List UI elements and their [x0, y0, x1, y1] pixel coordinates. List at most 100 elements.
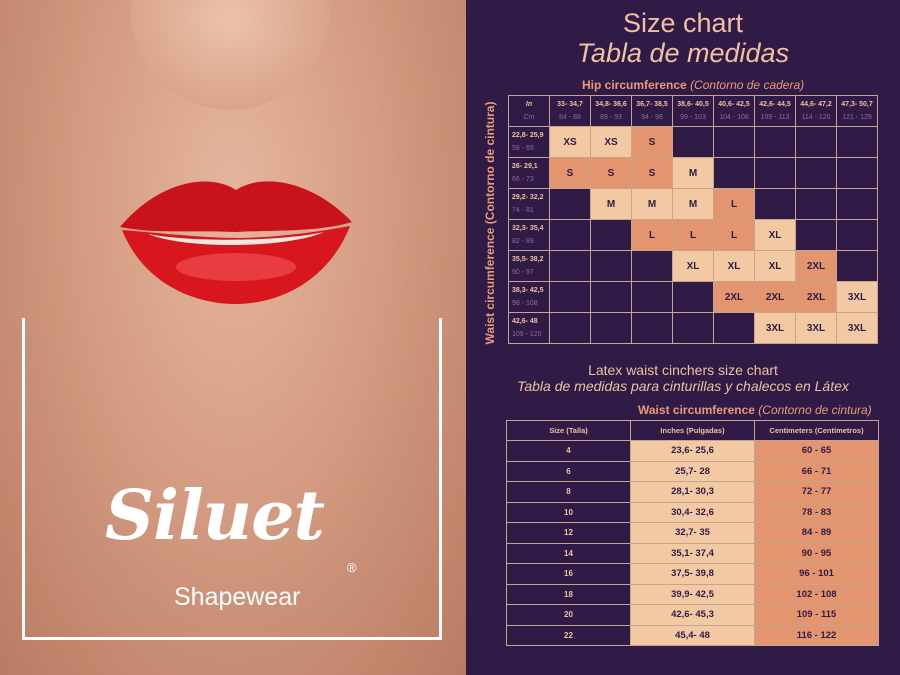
size-cell: 3XL	[836, 312, 878, 344]
inches-cell: 37,5- 39,8	[630, 563, 755, 585]
size-cell	[795, 188, 837, 220]
hip-cm: 121 - 129	[842, 114, 872, 121]
table-row: 6 25,7- 28 66 - 71	[506, 460, 879, 482]
hip-in: 34,8- 36,6	[595, 101, 627, 108]
size-cell	[631, 281, 673, 313]
registered-mark: ®	[347, 560, 357, 575]
size-cell: S	[631, 157, 673, 189]
size-cell	[836, 188, 878, 220]
cm-cell: 90 - 95	[754, 542, 879, 564]
size-cell	[713, 157, 755, 189]
latex-waist-label: Waist circumference (Contorno de cintura…	[638, 403, 872, 417]
size-cell	[590, 312, 632, 344]
size-cell	[795, 157, 837, 189]
column-header: Size (Talla)	[506, 420, 631, 441]
title-en: Size chart	[622, 8, 744, 38]
unit-cm: Cm	[523, 114, 535, 121]
size-chart-title: Size chart Tabla de medidas	[466, 8, 900, 68]
header-row: In Cm 33- 34,7 84 - 88 34,8- 36,6 89 - 93 36,7…	[508, 95, 878, 127]
size-cell: M	[672, 157, 714, 189]
hip-cm: 84 - 88	[559, 114, 581, 121]
table-row: 14 35,1- 37,4 90 - 95	[506, 542, 879, 564]
waist-cm: 109 - 120	[512, 331, 542, 338]
size-cell	[836, 219, 878, 251]
size-cell: 12	[506, 522, 631, 544]
table-row: 8 28,1- 30,3 72 - 77	[506, 481, 879, 503]
column-header: Centimeters (Centímetros)	[754, 420, 879, 441]
waist-in: 38,3- 42,5	[512, 287, 544, 294]
table-row: 20 42,6- 45,3 109 - 115	[506, 604, 879, 626]
hip-col-header: 38,6- 40,5 99 - 103	[672, 95, 714, 127]
hip-in: 42,6- 44,5	[759, 101, 791, 108]
column-header: Inches (Pulgadas)	[630, 420, 755, 441]
size-cell: L	[713, 219, 755, 251]
size-cell: 18	[506, 583, 631, 605]
table-row: 18 39,9- 42,5 102 - 108	[506, 583, 879, 605]
hip-col-header: 40,6- 42,5 104 - 108	[713, 95, 755, 127]
latex-waist-label-es: (Contorno de cintura)	[758, 403, 872, 417]
waist-in: 22,8- 25,9	[512, 132, 544, 139]
size-cell	[754, 126, 796, 158]
size-cell: L	[672, 219, 714, 251]
red-lips	[120, 181, 352, 304]
size-cell: L	[713, 188, 755, 220]
inches-cell: 45,4- 48	[630, 624, 755, 646]
size-cell	[754, 157, 796, 189]
waist-row-header: 22,8- 25,9 58 - 65	[508, 126, 550, 158]
waist-cm: 66 - 73	[512, 176, 534, 183]
size-cell: 2XL	[795, 281, 837, 313]
size-cell: 3XL	[795, 312, 837, 344]
table-row: 12 32,7- 35 84 - 89	[506, 522, 879, 544]
table-row: 22,8- 25,9 58 - 65 XS XS S	[508, 126, 878, 158]
waist-row-header: 29,2- 32,2 74 - 81	[508, 188, 550, 220]
hip-cm: 89 - 93	[600, 114, 622, 121]
hip-col-header: 44,6- 47,2 114 - 120	[795, 95, 837, 127]
size-cell	[549, 250, 591, 282]
table-row: 35,5- 38,2 90 - 97 XL XL XL 2XL	[508, 250, 878, 282]
hip-cm: 94 - 98	[641, 114, 663, 121]
size-cell: 6	[506, 460, 631, 482]
size-cell: S	[549, 157, 591, 189]
size-cell: M	[672, 188, 714, 220]
size-cell: S	[590, 157, 632, 189]
cm-cell: 96 - 101	[754, 563, 879, 585]
hip-in: 33- 34,7	[557, 101, 583, 108]
waist-row-header: 32,3- 35,4 82 - 89	[508, 219, 550, 251]
cm-cell: 60 - 65	[754, 440, 879, 462]
inches-cell: 35,1- 37,4	[630, 542, 755, 564]
waist-row-header: 38,3- 42,5 98 - 108	[508, 281, 550, 313]
size-cell: 3XL	[836, 281, 878, 313]
brand-tagline: Shapewear	[174, 583, 301, 611]
size-cell	[549, 219, 591, 251]
waist-cm: 90 - 97	[512, 269, 534, 276]
size-cell: 2XL	[754, 281, 796, 313]
size-cell: XS	[590, 126, 632, 158]
waist-cm: 74 - 81	[512, 207, 534, 214]
waist-in: 42,6- 48	[512, 318, 538, 325]
header-row: Size (Talla) Inches (Pulgadas) Centimeters…	[506, 420, 879, 441]
table-row: 26- 29,1 66 - 73 S S S M	[508, 157, 878, 189]
size-cell: 14	[506, 542, 631, 564]
table-row: 16 37,5- 39,8 96 - 101	[506, 563, 879, 585]
size-cell: XL	[754, 219, 796, 251]
size-cell	[672, 126, 714, 158]
cm-cell: 109 - 115	[754, 604, 879, 626]
waist-in: 29,2- 32,2	[512, 194, 544, 201]
hip-cm: 114 - 120	[801, 114, 831, 121]
inches-cell: 25,7- 28	[630, 460, 755, 482]
waist-cm: 58 - 65	[512, 145, 534, 152]
unit-in: In	[525, 101, 533, 108]
size-cell	[549, 312, 591, 344]
latex-title-es: Tabla de medidas para cinturillas y chal…	[517, 378, 849, 394]
hip-col-header: 42,6- 44,5 109 - 113	[754, 95, 796, 127]
inches-cell: 32,7- 35	[630, 522, 755, 544]
waist-row-header: 35,5- 38,2 90 - 97	[508, 250, 550, 282]
waist-row-header: 26- 29,1 66 - 73	[508, 157, 550, 189]
inches-cell: 28,1- 30,3	[630, 481, 755, 503]
size-cell	[672, 281, 714, 313]
model-photo: Siluet ® Shapewear	[0, 0, 466, 675]
size-cell	[713, 312, 755, 344]
cm-cell: 78 - 83	[754, 501, 879, 523]
size-cell: 3XL	[754, 312, 796, 344]
size-cell: 16	[506, 563, 631, 585]
